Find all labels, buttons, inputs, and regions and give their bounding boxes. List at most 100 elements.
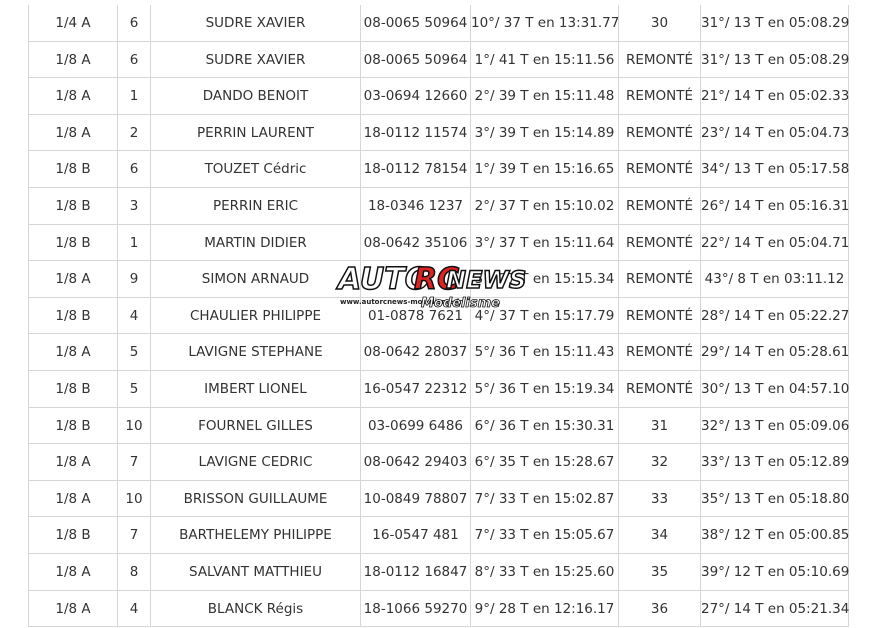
table-row: 1/8 B 5 IMBERT LIONEL 16-0547 22312 5°/ 36 T… <box>28 371 849 408</box>
table-row: 1/8 B 7 BARTHELEMY PHILIPPE 16-0547 481 7°/ … <box>28 517 849 554</box>
driver-cell: BARTHELEMY PHILIPPE <box>150 517 360 554</box>
table-row: 1/8 B 3 PERRIN ERIC 18-0346 1237 2°/ 37 T en… <box>28 188 849 225</box>
driver-cell: SUDRE XAVIER <box>150 41 360 79</box>
qualif-cell: 2°/ 37 T en 15:10.02 <box>470 188 618 225</box>
final-cell: REMONTÉ <box>618 151 700 188</box>
category-cell: 1/8 A <box>28 41 117 79</box>
race-cell: 28°/ 14 T en 05:22.27 <box>700 297 849 335</box>
driver-cell: LAVIGNE STEPHANE <box>150 334 360 371</box>
qualif-cell: 2°/ 39 T en 15:11.48 <box>470 78 618 115</box>
qualif-cell: 5°/ 36 T en 15:11.43 <box>470 334 618 371</box>
driver-cell: BLANCK Régis <box>150 590 360 628</box>
licence-cell: 18-0112 11574 <box>360 114 470 152</box>
qualif-cell: 1°/ 39 T en 15:16.65 <box>470 151 618 188</box>
final-cell: REMONTÉ <box>618 371 700 408</box>
table-row: 1/8 B 1 MARTIN DIDIER 08-0642 35106 3°/ 37 T… <box>28 224 849 262</box>
final-cell: 36 <box>618 590 700 628</box>
number-cell: 4 <box>117 590 150 628</box>
race-cell: 33°/ 13 T en 05:12.89 <box>700 444 849 481</box>
table-row: 1/8 B 10 FOURNEL GILLES 03-0699 6486 6°/ 36 … <box>28 407 849 445</box>
number-cell: 6 <box>117 151 150 188</box>
qualif-cell: 5°/ 36 T en 15:19.34 <box>470 371 618 408</box>
category-cell: 1/8 B <box>28 151 117 188</box>
qualif-cell: 3°/ 37 T en 15:15.34 <box>470 261 618 298</box>
licence-cell: 08-0642 28037 <box>360 334 470 371</box>
number-cell: 5 <box>117 334 150 371</box>
driver-cell: CHAULIER PHILIPPE <box>150 297 360 335</box>
category-cell: 1/8 B <box>28 517 117 554</box>
category-cell: 1/8 A <box>28 78 117 115</box>
qualif-cell: 8°/ 33 T en 15:25.60 <box>470 554 618 591</box>
category-cell: 1/8 A <box>28 480 117 518</box>
category-cell: 1/8 B <box>28 407 117 445</box>
licence-cell: 18-0346 1237 <box>360 188 470 225</box>
licence-cell: 18-0112 16847 <box>360 554 470 591</box>
table-row: 1/8 B 6 TOUZET Cédric 18-0112 78154 1°/ 39 T… <box>28 151 849 188</box>
brand: AUTO <box>337 261 431 298</box>
number-cell: 4 <box>117 297 150 335</box>
driver-cell: BRISSON GUILLAUME <box>150 480 360 518</box>
final-cell: 35 <box>618 554 700 591</box>
category-cell: 1/8 B <box>28 188 117 225</box>
race-cell: 38°/ 12 T en 05:00.85 <box>700 517 849 554</box>
driver-cell: DANDO BENOIT <box>150 78 360 115</box>
driver-cell: SIMON ARNAUD <box>150 261 360 298</box>
tagline: Modelisme <box>420 296 501 312</box>
table-row: 1/8 A 9 SIMON ARNAUD 3°/ 37 T en 15:15.34 RE… <box>28 261 849 298</box>
licence-cell: 16-0547 22312 <box>360 371 470 408</box>
driver-cell: PERRIN LAURENT <box>150 114 360 152</box>
driver-cell: FOURNEL GILLES <box>150 407 360 445</box>
number-cell: 2 <box>117 114 150 152</box>
driver-cell: MARTIN DIDIER <box>150 224 360 262</box>
final-cell: 33 <box>618 480 700 518</box>
final-cell: 34 <box>618 517 700 554</box>
licence-cell: 08-0642 35106 <box>360 224 470 262</box>
qualif-cell: 6°/ 36 T en 15:30.31 <box>470 407 618 445</box>
final-cell: REMONTÉ <box>618 114 700 152</box>
race-cell: 23°/ 14 T en 05:04.73 <box>700 114 849 152</box>
final-cell: REMONTÉ <box>618 224 700 262</box>
final-cell: REMONTÉ <box>618 261 700 298</box>
qualif-cell: 4°/ 37 T en 15:17.79 <box>470 297 618 335</box>
table-row: 1/8 A 6 SUDRE XAVIER 08-0065 50964 1°/ 41 T … <box>28 41 849 79</box>
licence-cell <box>360 261 470 298</box>
number-cell: 6 <box>117 5 150 42</box>
category-cell: 1/4 A <box>28 5 117 42</box>
qualif-cell: 3°/ 39 T en 15:14.89 <box>470 114 618 152</box>
qualif-cell: 9°/ 28 T en 12:16.17 <box>470 590 618 628</box>
final-cell: REMONTÉ <box>618 334 700 371</box>
category-cell: 1/8 B <box>28 371 117 408</box>
table-row: 1/8 B 4 CHAULIER PHILIPPE 01-0878 7621 4°/ 3… <box>28 297 849 335</box>
category-cell: 1/8 B <box>28 224 117 262</box>
race-cell: 29°/ 14 T en 05:28.61 <box>700 334 849 371</box>
brand: NEWS <box>445 265 527 295</box>
final-cell: REMONTÉ <box>618 78 700 115</box>
brand: RC <box>413 261 460 298</box>
qualif-cell: 10°/ 37 T en 13:31.77 <box>470 5 619 42</box>
licence-cell: 16-0547 481 <box>360 517 470 554</box>
race-cell: 26°/ 14 T en 05:16.31 <box>700 188 849 225</box>
final-cell: 32 <box>618 444 700 481</box>
driver-cell: SUDRE XAVIER <box>150 5 360 42</box>
url: www.autorcnews-modelisme.fr <box>340 298 463 306</box>
number-cell: 10 <box>117 407 150 445</box>
qualif-cell: 1°/ 41 T en 15:11.56 <box>470 41 618 79</box>
number-cell: 1 <box>117 78 150 115</box>
category-cell: 1/8 A <box>28 334 117 371</box>
driver-cell: TOUZET Cédric <box>150 151 360 188</box>
race-cell: 21°/ 14 T en 05:02.33 <box>700 78 849 115</box>
table-row: 1/4 A 6 SUDRE XAVIER 08-0065 50964 10°/ 37 T… <box>28 5 849 42</box>
licence-cell: 18-0112 78154 <box>360 151 470 188</box>
race-cell: 22°/ 14 T en 05:04.71 <box>700 224 849 262</box>
licence-cell: 08-0642 29403 <box>360 444 470 481</box>
race-cell: 32°/ 13 T en 05:09.06 <box>700 407 849 445</box>
number-cell: 1 <box>117 224 150 262</box>
category-cell: 1/8 A <box>28 261 117 298</box>
race-cell: 30°/ 13 T en 04:57.10 <box>700 371 849 408</box>
licence-cell: 08-0065 50964 <box>360 41 470 79</box>
category-cell: 1/8 A <box>28 114 117 152</box>
table-row: 1/8 A 2 PERRIN LAURENT 18-0112 11574 3°/ 39 … <box>28 114 849 152</box>
table-row: 1/8 A 5 LAVIGNE STEPHANE 08-0642 28037 5°/ 3… <box>28 334 849 371</box>
number-cell: 6 <box>117 41 150 79</box>
